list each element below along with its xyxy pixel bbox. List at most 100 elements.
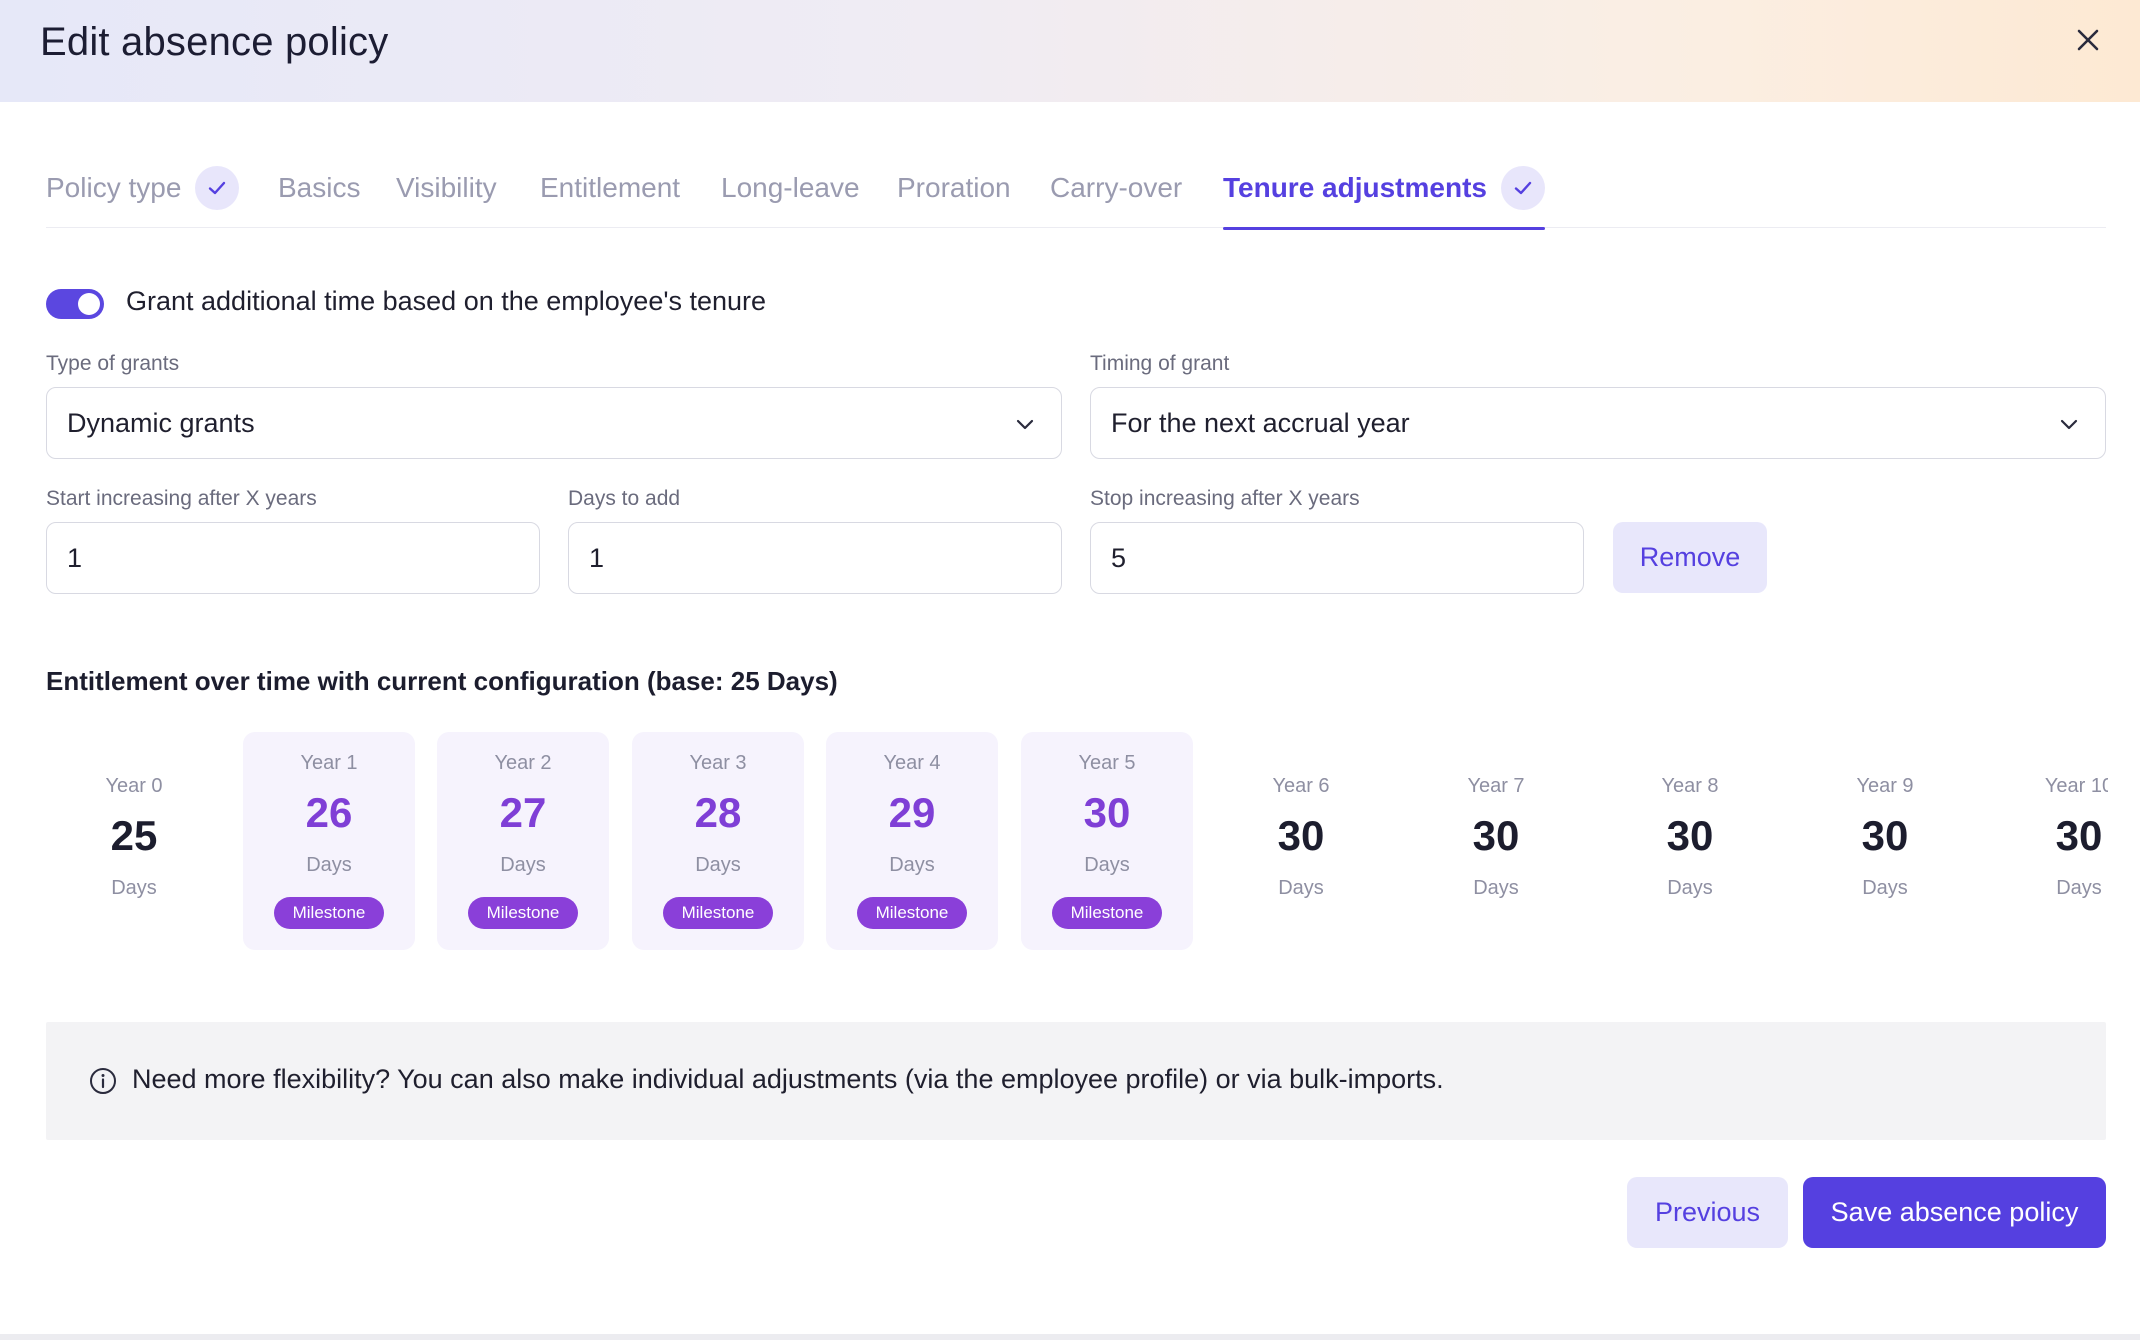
year-days-unit: Days xyxy=(1473,877,1519,899)
milestone-badge: Milestone xyxy=(857,897,967,929)
step-tabs: Policy type Basics Visibility Entitlemen… xyxy=(46,166,2106,230)
chevron-down-icon xyxy=(1016,419,1034,430)
year-days-value: 26 xyxy=(305,789,353,836)
year-label: Year 1 xyxy=(300,752,358,774)
chevron-down-icon xyxy=(2060,419,2078,430)
year-days-value: 25 xyxy=(110,812,158,859)
modal-bottom-edge xyxy=(0,1334,2140,1340)
stop-after-label: Stop increasing after X years xyxy=(1090,487,1360,510)
year-card: Year 6 30 Days xyxy=(1215,732,1387,950)
stop-after-input[interactable]: 5 xyxy=(1090,522,1584,594)
tab-label: Policy type xyxy=(46,172,182,203)
year-card: Year 7 30 Days xyxy=(1410,732,1582,950)
remove-button[interactable]: Remove xyxy=(1613,522,1767,593)
year-label: Year 2 xyxy=(494,752,552,774)
info-icon xyxy=(90,1068,116,1094)
start-after-input[interactable]: 1 xyxy=(46,522,540,594)
tab-label: Basics xyxy=(278,172,361,203)
toggle-knob xyxy=(78,293,100,315)
days-to-add-value: 1 xyxy=(589,542,605,573)
year-card: Year 8 30 Days xyxy=(1604,732,1776,950)
year-card: Year 4 29 Days Milestone xyxy=(826,732,998,950)
year-card: Year 1 26 Days Milestone xyxy=(243,732,415,950)
milestone-badge: Milestone xyxy=(1052,897,1162,929)
year-days-value: 30 xyxy=(1277,812,1325,859)
year-days-unit: Days xyxy=(695,854,741,876)
tab-long-leave[interactable]: Long-leave xyxy=(721,166,860,228)
modal-header: Edit absence policy xyxy=(0,0,2140,102)
tenure-toggle[interactable] xyxy=(46,289,104,319)
year-days-unit: Days xyxy=(111,877,157,899)
tab-proration[interactable]: Proration xyxy=(897,166,1011,228)
stop-after-value: 5 xyxy=(1111,542,1127,573)
type-of-grants-select[interactable]: Dynamic grants xyxy=(46,387,1062,459)
tab-label: Proration xyxy=(897,172,1011,203)
year-card: Year 0 25 Days xyxy=(48,732,220,950)
year-label: Year 6 xyxy=(1272,775,1330,797)
tab-carry-over[interactable]: Carry-over xyxy=(1050,166,1182,228)
timing-of-grant-label: Timing of grant xyxy=(1090,352,1230,375)
year-days-unit: Days xyxy=(1667,877,1713,899)
timing-of-grant-value: For the next accrual year xyxy=(1111,407,1410,438)
year-days-unit: Days xyxy=(1084,854,1130,876)
tab-label: Long-leave xyxy=(721,172,860,203)
year-card: Year 10 30 Days xyxy=(1993,732,2108,950)
days-to-add-label: Days to add xyxy=(568,487,681,510)
days-to-add-input[interactable]: 1 xyxy=(568,522,1062,594)
tab-label: Tenure adjustments xyxy=(1223,172,1487,203)
year-days-value: 29 xyxy=(888,789,936,836)
entitlement-timeline: Year 0 25 Days Year 1 26 Days Milestone Year 2 2… xyxy=(48,732,2108,952)
start-after-value: 1 xyxy=(67,542,83,573)
year-days-value: 30 xyxy=(1861,812,1909,859)
year-days-unit: Days xyxy=(1278,877,1324,899)
start-after-label: Start increasing after X years xyxy=(46,487,317,510)
year-label: Year 9 xyxy=(1856,775,1914,797)
year-card: Year 5 30 Days Milestone xyxy=(1021,732,1193,950)
year-label: Year 5 xyxy=(1078,752,1136,774)
milestone-badge: Milestone xyxy=(468,897,578,929)
close-button[interactable] xyxy=(2068,20,2108,60)
milestone-badge: Milestone xyxy=(663,897,773,929)
close-icon xyxy=(2077,29,2099,51)
year-days-unit: Days xyxy=(306,854,352,876)
year-label: Year 0 xyxy=(105,775,163,797)
type-of-grants-value: Dynamic grants xyxy=(67,407,255,438)
info-text: Need more flexibility? You can also make… xyxy=(132,1064,1444,1094)
year-days-value: 30 xyxy=(2055,812,2103,859)
tab-tenure-adjustments[interactable]: Tenure adjustments xyxy=(1223,166,1545,230)
info-banner: Need more flexibility? You can also make… xyxy=(46,1022,2106,1140)
year-days-value: 30 xyxy=(1472,812,1520,859)
year-label: Year 3 xyxy=(689,752,747,774)
year-days-value: 28 xyxy=(694,789,742,836)
check-icon xyxy=(195,166,240,210)
year-days-unit: Days xyxy=(2056,877,2102,899)
year-label: Year 4 xyxy=(883,752,941,774)
tab-visibility[interactable]: Visibility xyxy=(396,166,497,228)
tab-basics[interactable]: Basics xyxy=(278,166,360,228)
tab-label: Entitlement xyxy=(540,172,681,203)
year-days-value: 30 xyxy=(1083,789,1131,836)
year-card: Year 2 27 Days Milestone xyxy=(437,732,609,950)
year-days-unit: Days xyxy=(889,854,935,876)
year-days-value: 30 xyxy=(1666,812,1714,859)
modal-title: Edit absence policy xyxy=(40,20,389,64)
tab-label: Carry-over xyxy=(1050,172,1183,203)
year-card: Year 3 28 Days Milestone xyxy=(632,732,804,950)
timing-of-grant-select[interactable]: For the next accrual year xyxy=(1090,387,2106,459)
save-absence-policy-button[interactable]: Save absence policy xyxy=(1803,1177,2106,1248)
year-label: Year 8 xyxy=(1661,775,1719,797)
year-days-value: 27 xyxy=(499,789,547,836)
year-label: Year 7 xyxy=(1467,775,1525,797)
entitlement-title: Entitlement over time with current confi… xyxy=(46,666,838,696)
milestone-badge: Milestone xyxy=(274,897,384,929)
check-icon xyxy=(1500,166,1545,210)
previous-button[interactable]: Previous xyxy=(1627,1177,1788,1248)
type-of-grants-label: Type of grants xyxy=(46,352,180,375)
tab-policy-type[interactable]: Policy type xyxy=(46,166,240,228)
tab-entitlement[interactable]: Entitlement xyxy=(540,166,680,228)
tenure-toggle-label: Grant additional time based on the emplo… xyxy=(126,286,767,316)
year-label: Year 10 xyxy=(2044,775,2108,797)
year-days-unit: Days xyxy=(1862,877,1908,899)
year-card: Year 9 30 Days xyxy=(1799,732,1971,950)
